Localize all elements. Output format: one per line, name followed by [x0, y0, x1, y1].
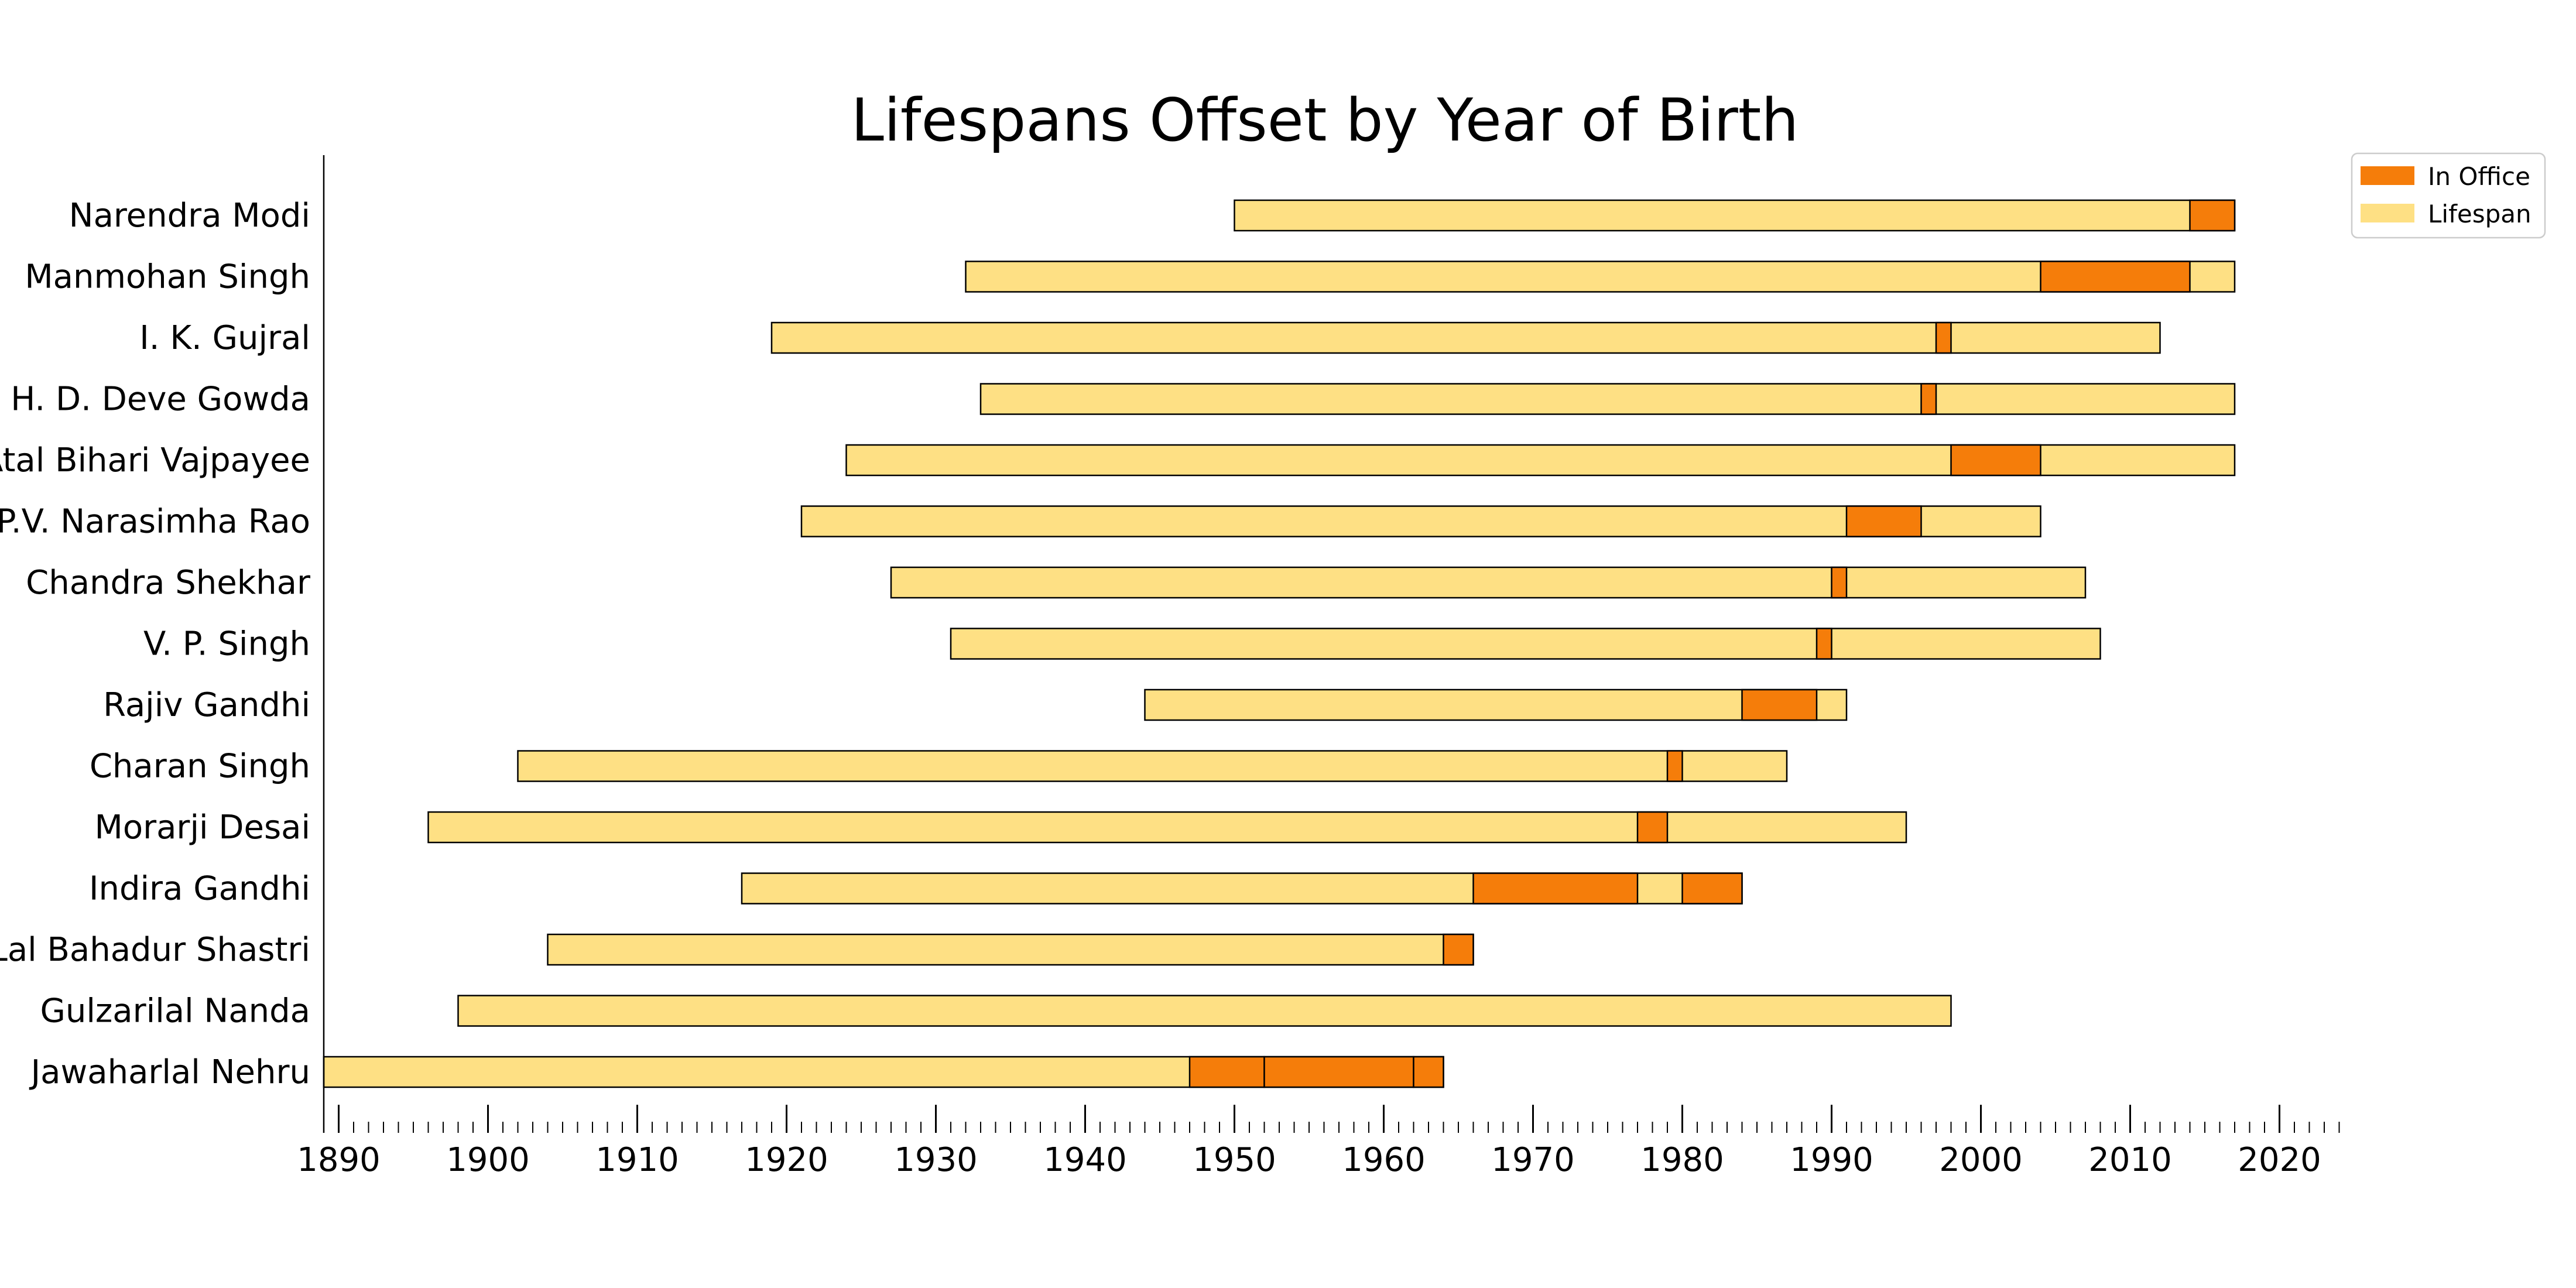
y-label-rajiv-gandhi: Rajiv Gandhi — [103, 686, 310, 724]
in-office-bar-p-v-narasimha-rao-1 — [1845, 505, 1922, 537]
lifespan-bar-p-v-narasimha-rao — [800, 505, 2041, 537]
y-label-jawaharlal-nehru: Jawaharlal Nehru — [29, 1053, 310, 1091]
in-office-bar-jawaharlal-nehru-1 — [1188, 1056, 1265, 1088]
legend-label-in-office: In Office — [2428, 162, 2530, 191]
in-office-bar-narendra-modi-1 — [2189, 199, 2236, 232]
in-office-bar-indira-gandhi-2 — [1681, 872, 1743, 905]
x-tick-label-1890: 1890 — [297, 1141, 381, 1179]
y-label-charan-singh: Charan Singh — [90, 748, 310, 786]
y-label-lal-bahadur-shastri: Lal Bahadur Shastri — [0, 931, 310, 969]
in-office-bar-manmohan-singh-1 — [2040, 261, 2191, 293]
lifespan-bar-h-d-deve-gowda — [979, 383, 2236, 415]
in-office-bar-charan-singh-1 — [1666, 750, 1683, 782]
in-office-bar-atal-bihari-vajpayee-2 — [1950, 444, 2041, 477]
lifespan-bar-gulzarilal-nanda — [457, 995, 1952, 1027]
lifespan-bar-chandra-shekhar — [890, 566, 2087, 599]
y-label-indira-gandhi: Indira Gandhi — [89, 870, 310, 908]
lifespan-bar-narendra-modi — [1234, 199, 2236, 232]
in-office-bar-i-k-gujral-1 — [1935, 321, 1952, 354]
lifespan-bar-charan-singh — [517, 750, 1788, 782]
in-office-bar-morarji-desai-1 — [1636, 811, 1669, 844]
lifespan-bar-rajiv-gandhi — [1144, 688, 1848, 721]
x-axis: 1890 1900 1910 1920 1930 1940 1950 1960 1970 1980… — [297, 1105, 2340, 1179]
y-label-i-k-gujral: I. K. Gujral — [139, 319, 310, 357]
chart-title: Lifespans Offset by Year of Birth — [851, 85, 1799, 155]
y-label-atal-bihari-vajpayee: Atal Bihari Vajpayee — [0, 441, 310, 479]
y-label-narendra-modi: Narendra Modi — [69, 197, 310, 235]
x-tick-label-2000: 2000 — [1939, 1141, 2023, 1179]
x-tick-label-1950: 1950 — [1193, 1141, 1276, 1179]
lifespan-bar-v-p-singh — [950, 628, 2101, 660]
legend-swatch-lifespan — [2361, 204, 2414, 222]
x-tick-label-2010: 2010 — [2088, 1141, 2172, 1179]
x-tick-label-2020: 2020 — [2238, 1141, 2321, 1179]
x-tick-label-1980: 1980 — [1640, 1141, 1724, 1179]
y-label-morarji-desai: Morarji Desai — [95, 809, 310, 847]
y-axis-labels: Narendra Modi Manmohan Singh I. K. Gujral H… — [0, 197, 311, 1091]
x-tick-label-1960: 1960 — [1342, 1141, 1426, 1179]
x-tick-label-1970: 1970 — [1491, 1141, 1575, 1179]
y-label-p-v-narasimha-rao: P.V. Narasimha Rao — [0, 503, 310, 541]
in-office-bar-v-p-singh-1 — [1815, 628, 1832, 660]
bars-layer — [323, 199, 2236, 1088]
lifespan-bar-i-k-gujral — [770, 321, 2161, 354]
legend: In Office Lifespan — [2351, 152, 2546, 239]
y-label-h-d-deve-gowda: H. D. Deve Gowda — [11, 381, 310, 419]
lifespan-bar-manmohan-singh — [965, 261, 2236, 293]
in-office-bar-jawaharlal-nehru-3 — [1413, 1056, 1444, 1088]
x-tick-label-1990: 1990 — [1790, 1141, 1873, 1179]
x-tick-label-1900: 1900 — [446, 1141, 530, 1179]
y-label-gulzarilal-nanda: Gulzarilal Nanda — [40, 992, 310, 1030]
x-tick-label-1910: 1910 — [595, 1141, 679, 1179]
y-label-manmohan-singh: Manmohan Singh — [25, 258, 310, 296]
in-office-bar-jawaharlal-nehru-2 — [1263, 1056, 1414, 1088]
in-office-bar-chandra-shekhar-1 — [1831, 566, 1848, 599]
in-office-bar-lal-bahadur-shastri-1 — [1443, 933, 1474, 966]
x-tick-label-1940: 1940 — [1043, 1141, 1127, 1179]
in-office-bar-rajiv-gandhi-1 — [1741, 688, 1818, 721]
x-tick-label-1930: 1930 — [894, 1141, 978, 1179]
in-office-bar-h-d-deve-gowda-1 — [1920, 383, 1937, 415]
legend-swatch-in-office — [2361, 166, 2414, 185]
in-office-bar-indira-gandhi-1 — [1472, 872, 1639, 905]
x-tick-label-1920: 1920 — [745, 1141, 828, 1179]
lifespan-bar-lal-bahadur-shastri — [547, 933, 1474, 966]
y-label-chandra-shekhar: Chandra Shekhar — [26, 564, 311, 602]
legend-label-lifespan: Lifespan — [2428, 200, 2532, 228]
y-label-v-p-singh: V. P. Singh — [143, 625, 310, 663]
lifespan-bar-morarji-desai — [427, 811, 1907, 844]
